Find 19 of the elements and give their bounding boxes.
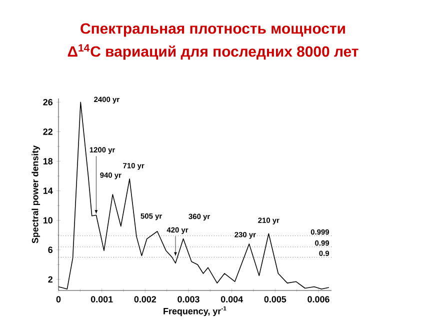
y-tick-label: 10 [43, 217, 52, 224]
y-tick-label: 26 [43, 98, 53, 106]
x-tick-label: 0.002 [134, 296, 156, 302]
chart-title: Спектральная плотность мощности [80, 23, 345, 37]
y-tick-label: 22 [43, 128, 52, 135]
x-tick-label: 0.003 [178, 296, 200, 302]
y-tick-label: 6 [48, 246, 53, 254]
x-axis-title: Frequency, yr$^{-1}$ [164, 306, 226, 316]
y-tick-label: 2 [48, 276, 52, 283]
y-tick-label: 14 [43, 188, 53, 194]
x-tick-label: 0.006 [308, 296, 330, 302]
x-tick-label: 0 [56, 296, 61, 302]
line-series [58, 102, 330, 290]
y-axis-title: Spectral power density [32, 145, 40, 244]
x-tick-label: 0.005 [264, 296, 286, 302]
chart-subtitle: Δ$^{14}$C вариаций для последних 8000 лет [68, 44, 358, 60]
x-tick-label: 0.001 [90, 296, 113, 302]
y-tick-label: 18 [43, 158, 53, 164]
x-tick-label: 0.004 [220, 296, 243, 302]
